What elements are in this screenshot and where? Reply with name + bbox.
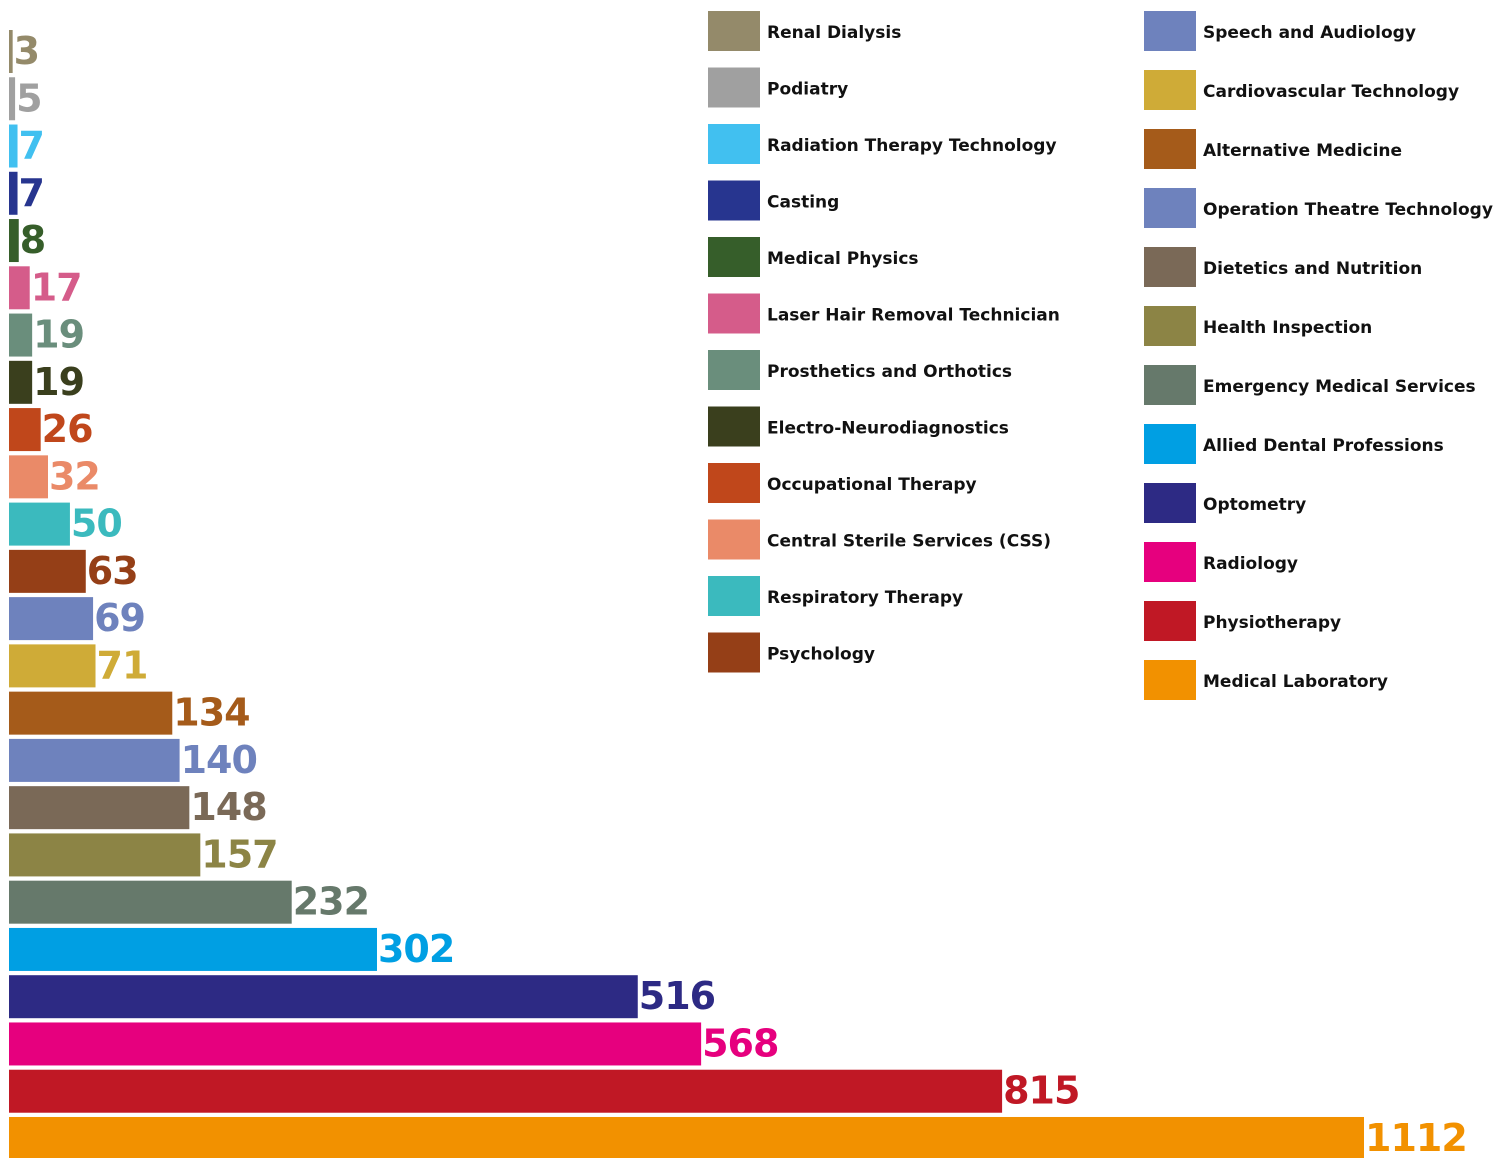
legend-label: Allied Dental Professions (1203, 436, 1444, 456)
legend-swatch (708, 519, 760, 560)
legend-label: Health Inspection (1203, 318, 1372, 338)
legend-label: Electro-Neurodiagnostics (767, 419, 1009, 439)
bar (9, 597, 94, 641)
legend-swatch (1144, 542, 1196, 582)
legend-label: Casting (767, 193, 839, 213)
legend-label: Medical Physics (767, 249, 919, 269)
legend-swatch (1144, 660, 1196, 700)
value-label: 1112 (1365, 1116, 1467, 1158)
value-label: 302 (378, 927, 454, 971)
bar (9, 124, 18, 168)
legend-label: Speech and Audiology (1203, 23, 1416, 43)
bar (9, 266, 30, 310)
bar (9, 502, 70, 546)
bar (9, 549, 86, 593)
bar (9, 171, 18, 215)
bar (9, 975, 638, 1019)
legend-label: Alternative Medicine (1203, 141, 1402, 161)
bar (9, 77, 16, 121)
value-label: 26 (42, 407, 93, 451)
value-label: 71 (97, 643, 148, 687)
value-label: 148 (190, 785, 266, 829)
legend-swatch (708, 180, 760, 221)
legend-label: Physiotherapy (1203, 613, 1341, 633)
legend-label: Operation Theatre Technology (1203, 200, 1493, 220)
value-label: 63 (87, 549, 138, 593)
value-label: 7 (19, 124, 44, 168)
legend-swatch (708, 293, 760, 334)
bar (9, 927, 377, 971)
legend-swatch (708, 124, 760, 164)
bar (9, 1116, 1364, 1158)
legend-swatch (1144, 129, 1196, 169)
legend-swatch (1144, 424, 1196, 464)
bar (9, 360, 33, 404)
legend-label: Optometry (1203, 495, 1306, 515)
legend-swatch (1144, 11, 1196, 51)
legend-swatch (708, 237, 760, 277)
legend-label: Cardiovascular Technology (1203, 82, 1459, 102)
legend-label: Radiology (1203, 554, 1298, 574)
legend-swatch (1144, 70, 1196, 110)
value-label: 815 (1003, 1069, 1079, 1113)
bar (9, 691, 173, 735)
value-label: 19 (33, 313, 84, 357)
bar (9, 1069, 1003, 1113)
legend-label: Radiation Therapy Technology (767, 136, 1057, 156)
bar (9, 219, 19, 263)
value-label: 19 (33, 360, 84, 404)
bar (9, 313, 33, 357)
bar (9, 455, 48, 499)
legend-label: Podiatry (767, 80, 848, 100)
bar (9, 833, 201, 877)
legend-label: Renal Dialysis (767, 23, 901, 43)
bar (9, 30, 13, 73)
legend-swatch (708, 11, 760, 51)
bar (9, 738, 180, 782)
value-label: 157 (201, 832, 277, 876)
value-label: 134 (173, 691, 249, 735)
value-label: 50 (71, 502, 122, 546)
legend-swatch (1144, 483, 1196, 523)
legend-swatch (708, 67, 760, 108)
legend-swatch (708, 632, 760, 673)
legend-label: Occupational Therapy (767, 475, 977, 495)
bar (9, 644, 96, 688)
value-label: 7 (19, 171, 44, 215)
legend-swatch (1144, 247, 1196, 287)
legend-label: Psychology (767, 645, 875, 665)
bar (9, 880, 292, 924)
legend-swatch (1144, 306, 1196, 346)
legend-swatch (708, 406, 760, 447)
legend-swatch (1144, 601, 1196, 641)
value-label: 8 (20, 218, 45, 262)
legend-swatch (708, 463, 760, 503)
legend-swatch (708, 576, 760, 616)
legend-label: Emergency Medical Services (1203, 377, 1476, 397)
value-label: 69 (94, 596, 145, 640)
value-label: 140 (181, 738, 257, 782)
bar (9, 786, 190, 830)
legend-label: Central Sterile Services (CSS) (767, 532, 1051, 552)
value-label: 516 (639, 974, 715, 1018)
value-label: 32 (49, 454, 100, 498)
legend-label: Prosthetics and Orthotics (767, 362, 1012, 382)
value-label: 5 (16, 76, 41, 120)
bar (9, 1022, 702, 1066)
value-label: 17 (31, 265, 82, 309)
legend-swatch (1144, 365, 1196, 405)
legend-label: Laser Hair Removal Technician (767, 306, 1060, 326)
value-label: 232 (293, 880, 369, 924)
legend-label: Dietetics and Nutrition (1203, 259, 1422, 279)
bar (9, 408, 41, 452)
legend-label: Medical Laboratory (1203, 672, 1388, 692)
legend-label: Respiratory Therapy (767, 588, 963, 608)
value-label: 3 (14, 29, 39, 73)
legend-swatch (1144, 188, 1196, 228)
value-label: 568 (702, 1021, 778, 1065)
legend-swatch (708, 350, 760, 390)
